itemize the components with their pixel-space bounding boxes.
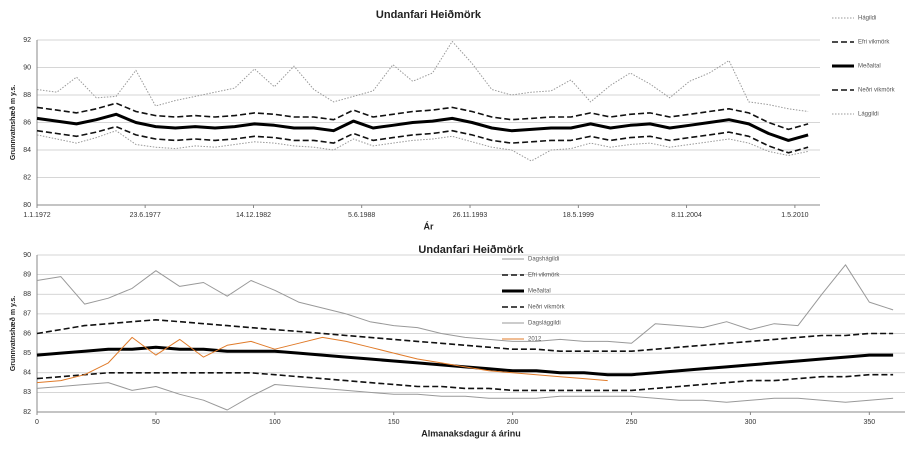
y-tick-label: 89 [23,271,31,278]
legend-label: Meðaltal [858,63,881,70]
legend-label: Efri vikmörk [858,40,890,46]
series-line [36,40,809,112]
x-tick-label: 150 [388,419,400,426]
x-tick-label: 18.5.1999 [563,212,594,219]
y-tick-label: 87 [23,311,31,318]
series-line [36,319,894,352]
y-tick-label: 80 [23,202,31,209]
series-line [36,372,894,392]
x-tick-label: 250 [626,419,638,426]
y-tick-label: 82 [23,174,31,181]
y-tick-label: 88 [23,291,31,298]
y-tick-label: 86 [23,330,31,337]
y-tick-label: 90 [23,64,31,71]
series-line [36,130,809,162]
x-tick-label: 350 [863,419,875,426]
legend-label: Neðri vikmörk [528,304,566,311]
x-tick-label: 0 [35,419,39,426]
series-line [36,382,894,411]
y-tick-label: 92 [23,37,31,44]
chart-title: Undanfari Heiðmörk [418,244,524,256]
chart-title: Undanfari Heiðmörk [376,9,482,21]
x-tick-label: 100 [269,419,281,426]
y-tick-label: 86 [23,119,31,126]
y-tick-label: 84 [23,370,31,377]
legend-label: Efri vikmörk [528,273,560,279]
x-tick-label: 1.1.1972 [23,212,50,219]
series-line [36,264,894,344]
x-tick-label: 1.5.2010 [781,212,808,219]
series-line [36,112,809,142]
x-tick-label: 26.11.1993 [453,212,488,219]
x-tick-label: 14.12.1982 [236,212,271,219]
legend-label: Lággildi [858,112,879,118]
x-tick-label: 200 [507,419,519,426]
y-axis-title: Grunnvatnshæð m y.s. [9,85,17,160]
x-tick-label: 8.11.2004 [671,212,702,219]
legend-label: Neðri vikmörk [858,87,896,94]
x-tick-label: 300 [745,419,757,426]
series-line [36,336,608,384]
legend-label: Dagslággildi [528,321,561,327]
legend-label: 2012 [528,337,542,343]
y-tick-label: 83 [23,389,31,396]
y-tick-label: 90 [23,252,31,259]
legend-label: Hágildi [858,16,876,22]
y-tick-label: 84 [23,147,31,154]
y-tick-label: 88 [23,92,31,99]
x-tick-label: 50 [152,419,160,426]
x-tick-label: 5.6.1988 [348,212,375,219]
y-tick-label: 82 [23,409,31,416]
x-axis-title: Almanaksdagur á árinu [421,428,521,438]
x-axis-title: Ár [423,221,433,231]
y-tick-label: 85 [23,350,31,357]
x-tick-label: 23.6.1977 [130,212,161,219]
legend-label: Dagshágildi [528,257,559,263]
y-axis-title: Grunnvatnshæð m y.s. [9,296,17,371]
legend-label: Meðaltal [528,288,551,295]
